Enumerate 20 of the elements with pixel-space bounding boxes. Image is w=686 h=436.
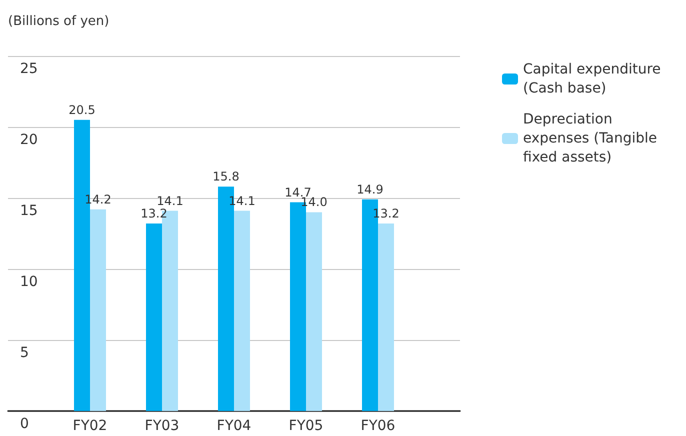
- x-tick-label: FY02: [72, 418, 108, 434]
- x-tick-label: FY06: [360, 418, 396, 434]
- y-tick-label: 15: [20, 203, 38, 219]
- data-label: 14.1: [156, 194, 184, 208]
- y-axis-title: (Billions of yen): [8, 14, 110, 29]
- y-tick-label: 0: [20, 416, 29, 432]
- y-tick-label: 20: [20, 132, 38, 148]
- y-tick-label: 10: [20, 274, 38, 290]
- x-tick-label: FY05: [288, 418, 324, 434]
- data-label: 20.5: [68, 102, 96, 117]
- data-label: 14.0: [300, 195, 328, 210]
- y-tick-label: 25: [20, 61, 38, 77]
- data-label: 15.8: [212, 170, 240, 184]
- legend-label: Capital expenditure (Cash base): [523, 62, 666, 96]
- data-label: 13.2: [140, 206, 168, 221]
- data-label: 14.9: [356, 182, 384, 196]
- x-tick-label: FY03: [144, 418, 180, 434]
- y-tick-label: 5: [20, 345, 29, 361]
- legend-label: Depreciation expenses (Tangible fixed assets): [523, 112, 662, 166]
- x-tick-label: FY04: [216, 418, 252, 434]
